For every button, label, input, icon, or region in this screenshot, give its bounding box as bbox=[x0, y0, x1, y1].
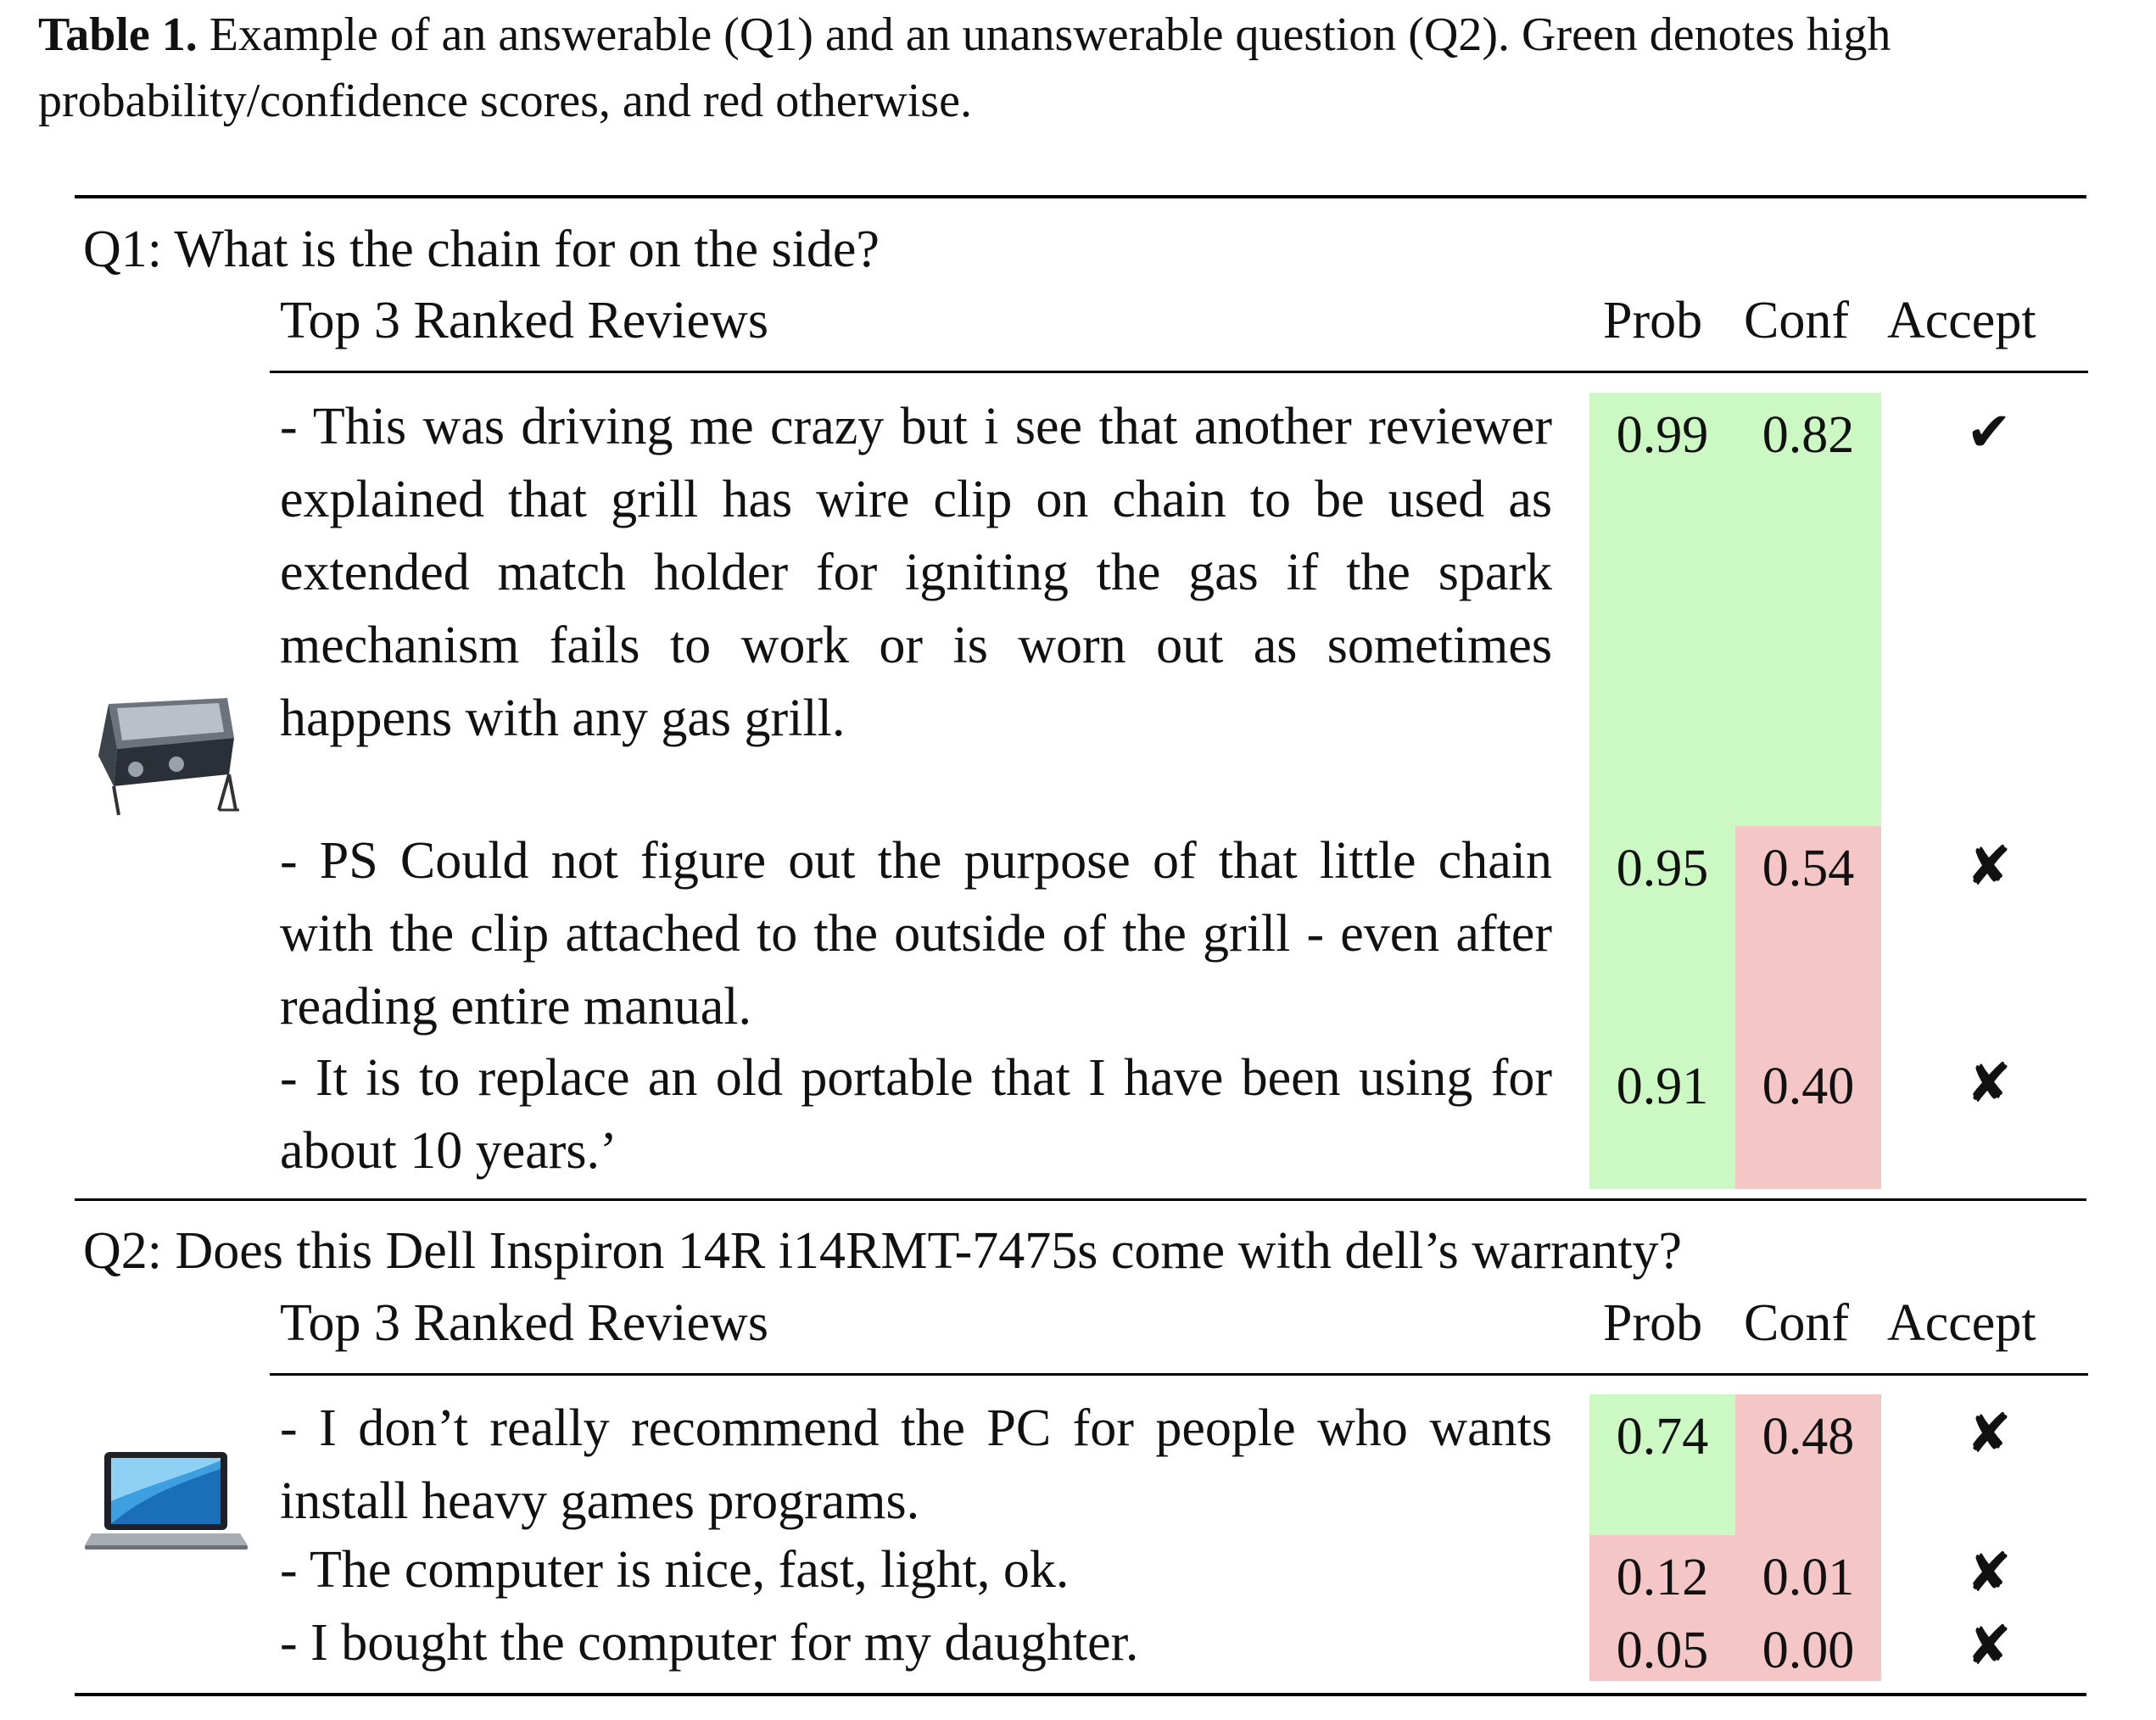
top-rule bbox=[75, 195, 2086, 198]
q2-r3-conf-cell: 0.00 bbox=[1735, 1608, 1881, 1681]
q2-r3-prob-cell: 0.05 bbox=[1589, 1608, 1735, 1681]
q2-r3-conf: 0.00 bbox=[1762, 1622, 1855, 1679]
q1-r3-conf-cell: 0.40 bbox=[1735, 1044, 1881, 1189]
laptop-image bbox=[85, 1452, 248, 1550]
q1-r2-prob: 0.95 bbox=[1616, 840, 1709, 897]
q1-header-reviews: Top 3 Ranked Reviews bbox=[280, 292, 768, 349]
q1-review-2: - PS Could not figure out the purpose of… bbox=[280, 832, 1552, 1036]
q2-r2-conf: 0.01 bbox=[1762, 1549, 1855, 1606]
q2-r2-prob: 0.12 bbox=[1616, 1549, 1709, 1606]
q1-r2-conf: 0.54 bbox=[1762, 840, 1855, 897]
q2-review-2: - The computer is nice, fast, light, ok. bbox=[280, 1541, 1070, 1599]
q2-r2-reject-cross-icon: ✘ bbox=[1966, 1542, 2012, 1605]
q2-review-1: - I don’t really recommend the PC for pe… bbox=[280, 1399, 1552, 1530]
q2-r2-prob-cell: 0.12 bbox=[1589, 1535, 1735, 1608]
q1-review-1: - This was driving me crazy but i see th… bbox=[280, 398, 1552, 747]
q1-r1-accept-check-icon: ✔ bbox=[1966, 401, 2012, 464]
q1-question: Q1: What is the chain for on the side? bbox=[83, 221, 880, 278]
q1-r2-reject-cross-icon: ✘ bbox=[1966, 835, 2012, 898]
q2-r1-conf-cell: 0.48 bbox=[1735, 1394, 1881, 1535]
q1-r2-prob-cell: 0.95 bbox=[1589, 826, 1735, 1044]
q1-r1-conf-cell: 0.82 bbox=[1735, 393, 1881, 826]
q2-header-conf: Conf bbox=[1744, 1294, 1849, 1352]
q2-review-3: - I bought the computer for my daughter. bbox=[280, 1614, 1139, 1672]
gas-grill-image bbox=[98, 698, 239, 816]
bottom-rule bbox=[75, 1693, 2086, 1696]
q1-header-conf: Conf bbox=[1744, 292, 1849, 349]
q1-review-3: - It is to replace an old portable that … bbox=[280, 1049, 1552, 1180]
q2-r1-prob: 0.74 bbox=[1616, 1408, 1709, 1466]
q1-r1-prob: 0.99 bbox=[1616, 406, 1709, 464]
q2-r2-conf-cell: 0.01 bbox=[1735, 1535, 1881, 1608]
q1-r2-conf-cell: 0.54 bbox=[1735, 826, 1881, 1044]
q2-header-rule bbox=[270, 1373, 2088, 1376]
q1-r3-conf: 0.40 bbox=[1762, 1058, 1855, 1115]
q1-r3-reject-cross-icon: ✘ bbox=[1966, 1053, 2012, 1115]
q2-header-prob: Prob bbox=[1603, 1294, 1703, 1352]
mid-rule bbox=[75, 1198, 2086, 1201]
q1-r3-prob-cell: 0.91 bbox=[1589, 1044, 1735, 1189]
q2-r1-conf: 0.48 bbox=[1762, 1408, 1855, 1466]
caption-label: Table 1. bbox=[38, 8, 198, 61]
caption-text: Example of an answerable (Q1) and an una… bbox=[38, 8, 1891, 127]
q1-r1-prob-cell: 0.99 bbox=[1589, 393, 1735, 826]
q2-r3-prob: 0.05 bbox=[1616, 1622, 1709, 1679]
q1-r3-prob: 0.91 bbox=[1616, 1058, 1709, 1115]
q1-header-rule bbox=[270, 371, 2088, 373]
q1-r1-conf: 0.82 bbox=[1762, 406, 1855, 464]
q2-r3-reject-cross-icon: ✘ bbox=[1966, 1615, 2012, 1678]
q2-question: Q2: Does this Dell Inspiron 14R i14RMT-7… bbox=[83, 1222, 1683, 1280]
q1-header-accept: Accept bbox=[1887, 292, 2036, 349]
table-caption: Table 1. Example of an answerable (Q1) a… bbox=[38, 2, 2133, 134]
q2-header-reviews: Top 3 Ranked Reviews bbox=[280, 1294, 768, 1352]
q1-header-prob: Prob bbox=[1603, 292, 1703, 349]
q2-header-accept: Accept bbox=[1887, 1294, 2036, 1352]
q2-r1-prob-cell: 0.74 bbox=[1589, 1394, 1735, 1535]
q2-r1-reject-cross-icon: ✘ bbox=[1966, 1403, 2012, 1466]
